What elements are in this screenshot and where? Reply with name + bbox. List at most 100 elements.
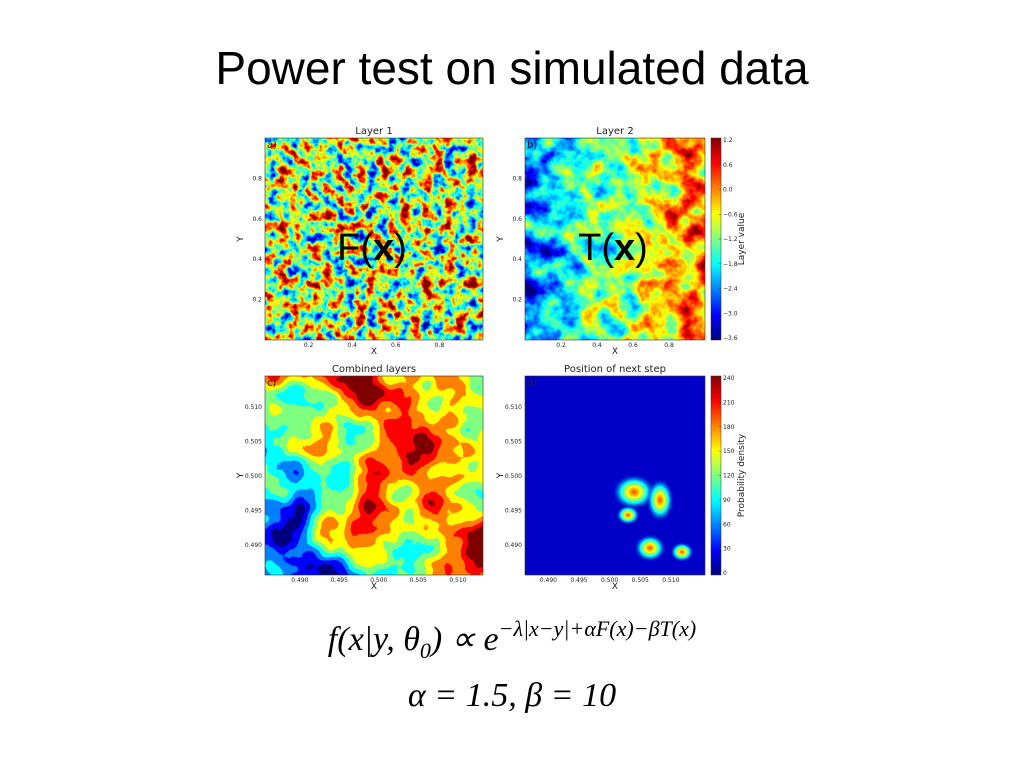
y-tick-label: 0.495 bbox=[505, 508, 522, 515]
colorbar-tick-label: 0.0 bbox=[723, 187, 733, 194]
colorbar-tick-label: −3.6 bbox=[723, 335, 738, 342]
overlay-part: x bbox=[373, 227, 394, 269]
formula-sub: 0 bbox=[420, 638, 431, 663]
x-tick-label: 0.8 bbox=[664, 342, 674, 349]
x-tick-label: 0.8 bbox=[435, 342, 445, 349]
panel-title: Position of next step bbox=[564, 364, 666, 375]
colorbar-tick-label: 1.2 bbox=[723, 137, 733, 144]
x-tick-label: 0.510 bbox=[449, 577, 466, 584]
colorbar-tick-label: 0.6 bbox=[723, 162, 733, 169]
x-axis-label: X bbox=[371, 347, 377, 357]
colorbar-tick-label: 30 bbox=[723, 546, 731, 553]
panel-title: Layer 1 bbox=[355, 126, 392, 137]
colorbar-tick-label: 180 bbox=[723, 424, 735, 431]
panel: Layer 2 b) X Y 0.2 0.4 0.6 0.8 0.8 0.6 0.4 0.2 T(x) 1… bbox=[496, 126, 747, 357]
plot-frame bbox=[524, 137, 706, 341]
x-tick-label: 0.4 bbox=[592, 342, 602, 349]
heatmap bbox=[265, 138, 483, 340]
density-blob bbox=[634, 534, 666, 562]
y-tick-label: 0.4 bbox=[512, 256, 522, 263]
panel-title: Layer 2 bbox=[596, 126, 633, 137]
x-tick-label: 0.505 bbox=[410, 577, 427, 584]
colorbar-tick-label: −3.0 bbox=[723, 310, 738, 317]
panel-tag: b) bbox=[527, 140, 537, 151]
x-tick-label: 0.510 bbox=[662, 577, 679, 584]
overlay-part: x bbox=[614, 227, 635, 269]
colorbar-tick-label: 90 bbox=[723, 497, 731, 504]
y-axis-label: Y bbox=[496, 472, 506, 479]
y-tick-label: 0.8 bbox=[512, 175, 522, 182]
y-tick-label: 0.510 bbox=[505, 404, 522, 411]
x-tick-label: 0.4 bbox=[347, 342, 357, 349]
colorbar-tick-label: −1.2 bbox=[723, 236, 738, 243]
colorbar-tick-label: 60 bbox=[723, 521, 731, 528]
x-tick-label: 0.495 bbox=[570, 577, 587, 584]
x-axis-label: X bbox=[371, 582, 377, 592]
overlay-label: T(x) bbox=[578, 227, 648, 269]
formula-params: α = 1.5, β = 10 bbox=[408, 677, 616, 714]
colorbar-tick-label: 240 bbox=[723, 375, 735, 382]
overlay-part: ) bbox=[635, 227, 648, 269]
x-tick-label: 0.500 bbox=[370, 577, 387, 584]
panel-tag: a) bbox=[267, 140, 277, 151]
overlay-part: F( bbox=[337, 227, 373, 269]
y-tick-label: 0.495 bbox=[245, 508, 262, 515]
formula-lhs: f(x|y, θ bbox=[328, 621, 420, 658]
colorbar-tick-label: −2.4 bbox=[723, 286, 738, 293]
y-tick-label: 0.2 bbox=[252, 297, 262, 304]
y-tick-label: 0.505 bbox=[505, 439, 522, 446]
plot-frame bbox=[264, 137, 484, 341]
x-tick-label: 0.6 bbox=[391, 342, 401, 349]
y-tick-label: 0.2 bbox=[512, 297, 522, 304]
heatmap bbox=[525, 376, 705, 575]
x-tick-label: 0.500 bbox=[601, 577, 618, 584]
y-tick-label: 0.510 bbox=[245, 404, 262, 411]
panel: Layer 1 a) X Y 0.2 0.4 0.6 0.8 0.8 0.6 0.4 0.2 F(x) bbox=[236, 126, 484, 357]
y-tick-label: 0.500 bbox=[245, 473, 262, 480]
y-axis-label: Y bbox=[236, 236, 246, 243]
overlay-label: F(x) bbox=[337, 227, 407, 269]
y-tick-label: 0.500 bbox=[505, 473, 522, 480]
y-tick-label: 0.4 bbox=[252, 256, 262, 263]
overlay-part: ) bbox=[394, 227, 407, 269]
density-blob bbox=[646, 478, 674, 522]
heatmap bbox=[525, 138, 705, 340]
colorbar-tick-label: 0 bbox=[723, 570, 727, 577]
colorbar-tick-label: 210 bbox=[723, 399, 735, 406]
x-tick-label: 0.505 bbox=[632, 577, 649, 584]
y-tick-label: 0.490 bbox=[245, 542, 262, 549]
colorbar-tick-label: −1.8 bbox=[723, 261, 738, 268]
colorbar-tick-label: 120 bbox=[723, 473, 735, 480]
panel-tag: d) bbox=[527, 378, 537, 389]
density-blob bbox=[612, 474, 656, 510]
x-tick-label: 0.2 bbox=[304, 342, 314, 349]
panel: Position of next step d) X Y 0.490 0.495 0.500… bbox=[496, 364, 747, 592]
y-axis-label: Y bbox=[236, 472, 246, 479]
x-tick-label: 0.490 bbox=[291, 577, 308, 584]
heatmap bbox=[265, 376, 483, 575]
y-tick-label: 0.6 bbox=[512, 216, 522, 223]
panel-title: Combined layers bbox=[332, 364, 416, 375]
slide-title: Power test on simulated data bbox=[215, 42, 809, 94]
x-tick-label: 0.490 bbox=[540, 577, 557, 584]
plot-frame bbox=[264, 375, 484, 576]
overlay-part: T( bbox=[578, 227, 614, 269]
panel-tag: c) bbox=[267, 378, 276, 389]
x-tick-label: 0.6 bbox=[628, 342, 638, 349]
y-tick-label: 0.505 bbox=[245, 439, 262, 446]
y-tick-label: 0.8 bbox=[252, 175, 262, 182]
colorbar-label: Probability density bbox=[737, 433, 747, 517]
y-tick-label: 0.490 bbox=[505, 542, 522, 549]
x-tick-label: 0.2 bbox=[556, 342, 566, 349]
y-axis-label: Y bbox=[496, 236, 506, 243]
x-tick-label: 0.495 bbox=[331, 577, 348, 584]
formula: f(x|y, θ0) ∝ e−λ|x−y|+αF(x)−βT(x) bbox=[328, 616, 696, 663]
figure: Layer 1a)XY0.2 0.4 0.6 0.80.80.60.40.2F(x)L… bbox=[236, 126, 747, 592]
x-axis-label: X bbox=[612, 582, 618, 592]
panel: Combined layers c) X Y 0.490 0.495 0.500 0.505 0… bbox=[236, 364, 484, 592]
x-axis-label: X bbox=[612, 347, 618, 357]
plot-frame bbox=[524, 375, 706, 576]
colorbar-label: Layer value bbox=[737, 212, 747, 265]
density-blob bbox=[670, 542, 694, 562]
